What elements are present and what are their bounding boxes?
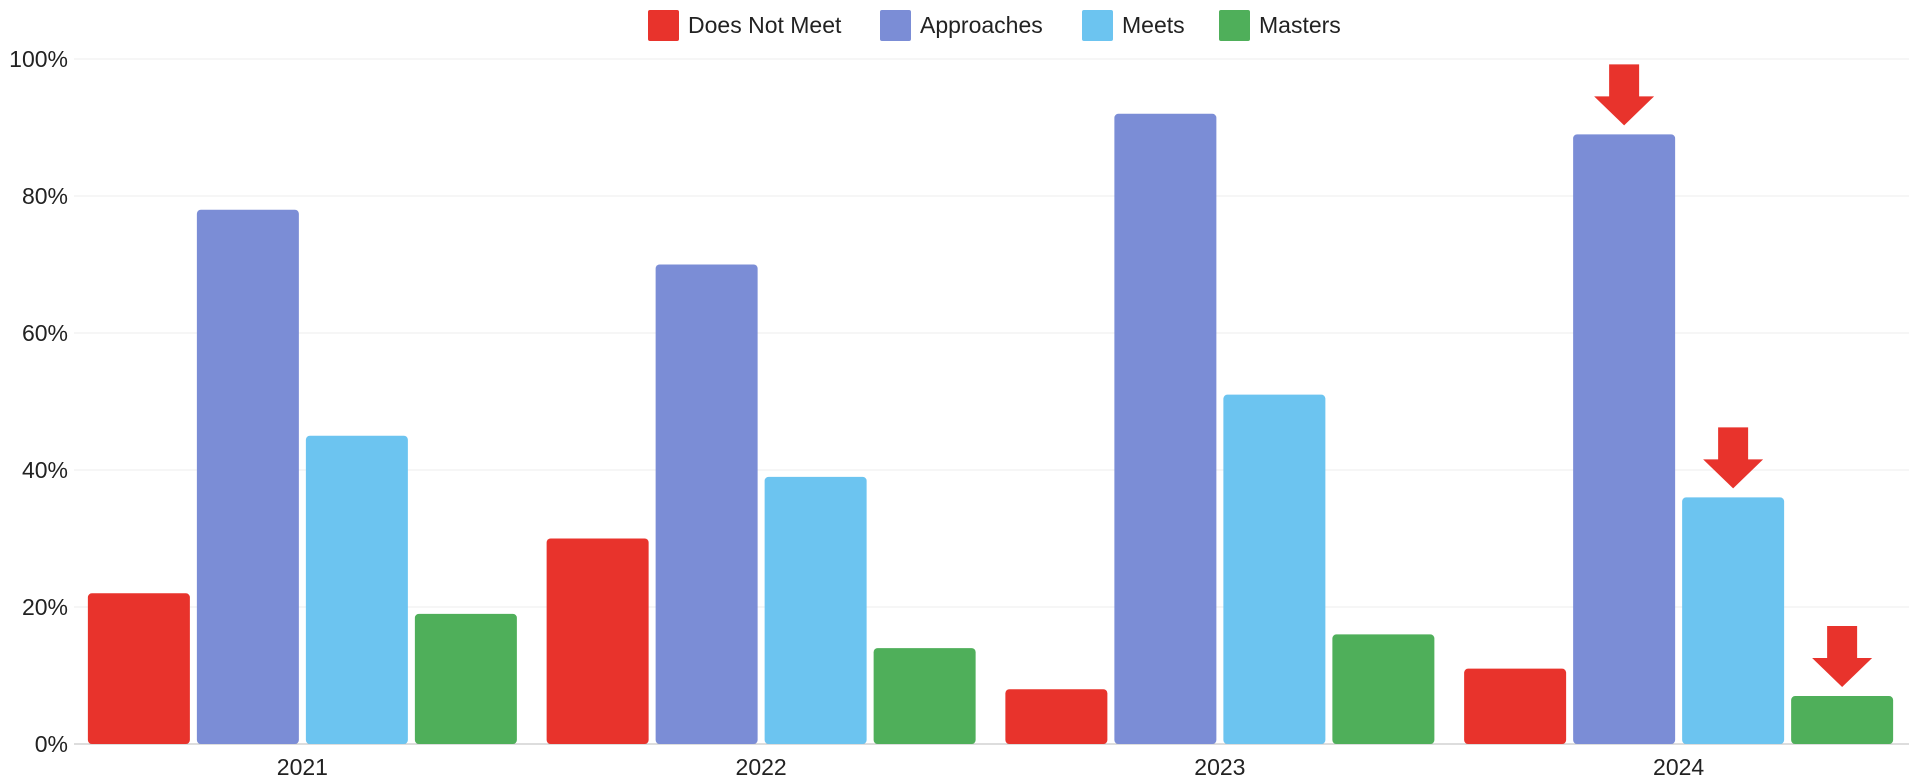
- legend-swatch: [880, 10, 911, 41]
- bar-meets-2024: [1682, 497, 1785, 744]
- y-tick-label: 0%: [35, 731, 68, 757]
- bar-meets-2022: [764, 476, 867, 744]
- bar-does-not-meet-2022: [546, 538, 649, 744]
- x-tick-label: 2021: [277, 754, 328, 780]
- legend: Does Not Meet Approaches Meets Masters: [648, 10, 1341, 41]
- bar-approaches-2023: [1114, 113, 1217, 745]
- legend-swatch: [1082, 10, 1113, 41]
- bar-approaches-2022: [655, 264, 758, 744]
- x-axis: 2021 2022 2023 2024: [277, 754, 1705, 780]
- legend-label: Approaches: [920, 12, 1043, 38]
- y-tick-label: 40%: [22, 457, 68, 483]
- bar-does-not-meet-2023: [1005, 689, 1108, 744]
- x-tick-label: 2023: [1194, 754, 1245, 780]
- y-axis: 0% 20% 40% 60% 80% 100%: [9, 46, 68, 757]
- legend-swatch: [648, 10, 679, 41]
- down-arrow-icon: [1703, 427, 1764, 489]
- legend-label: Masters: [1259, 12, 1341, 38]
- bar-masters-2022: [873, 648, 976, 744]
- bar-meets-2023: [1223, 394, 1326, 744]
- y-tick-label: 80%: [22, 183, 68, 209]
- y-tick-label: 100%: [9, 46, 68, 72]
- bar-does-not-meet-2024: [1464, 668, 1567, 744]
- y-tick-label: 20%: [22, 594, 68, 620]
- y-tick-label: 60%: [22, 320, 68, 346]
- down-arrow-icon: [1594, 64, 1655, 126]
- bar-masters-2021: [414, 613, 517, 744]
- bar-meets-2021: [305, 435, 408, 744]
- x-tick-label: 2024: [1653, 754, 1704, 780]
- down-arrow-icon: [1812, 626, 1873, 688]
- bar-masters-2023: [1332, 634, 1435, 744]
- x-tick-label: 2022: [736, 754, 787, 780]
- annotation-arrows: [1594, 64, 1873, 688]
- bar-masters-2024: [1791, 696, 1894, 744]
- bar-approaches-2021: [196, 209, 299, 744]
- bar-approaches-2024: [1573, 134, 1676, 745]
- legend-label: Does Not Meet: [688, 12, 842, 38]
- legend-swatch: [1219, 10, 1250, 41]
- legend-label: Meets: [1122, 12, 1185, 38]
- bar-does-not-meet-2021: [87, 593, 190, 744]
- bars: [87, 113, 1894, 745]
